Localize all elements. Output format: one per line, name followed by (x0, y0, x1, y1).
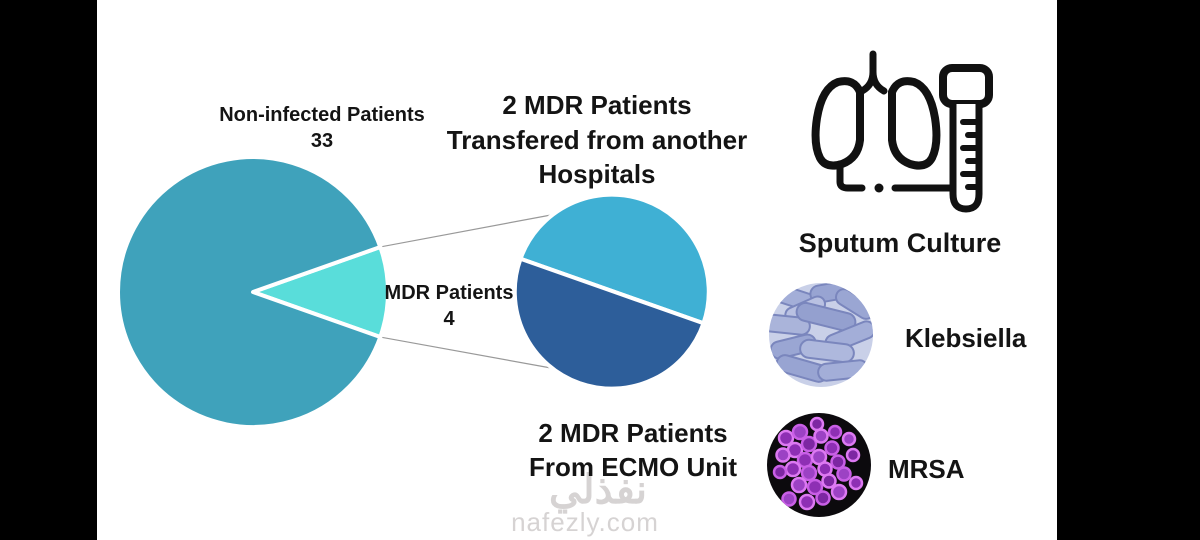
watermark-site: nafezly.com (511, 507, 659, 537)
explosion-leader-lines (379, 214, 552, 369)
mrsa-cocci (767, 413, 871, 517)
left-letterbox-bar (0, 0, 97, 540)
right-lung-icon (888, 77, 941, 170)
transferred-patients-label: 2 MDR Patients Transfered from another H… (446, 90, 748, 190)
pie-slice (116, 155, 383, 429)
watermark-arabic: نفذلي (549, 468, 647, 512)
pie-slice (251, 245, 391, 339)
tube-body-icon (949, 100, 983, 213)
klebsiella-photo (769, 283, 873, 387)
tube-graduation-marks (960, 119, 982, 190)
tube-cap-icon (939, 64, 993, 108)
leader-line (379, 336, 552, 369)
leader-line (379, 214, 552, 248)
patient-overview-pie (116, 155, 391, 429)
sputum-culture-label: Sputum Culture (798, 228, 1002, 258)
pie-slice (518, 192, 711, 326)
big-pie-label: Non-infected Patients 33 (219, 104, 425, 152)
lungs-culture-tube-icon (811, 50, 993, 213)
ecmo-patients-label: 2 MDR Patients From ECMO Unit (529, 418, 737, 482)
klebsiella-label: Klebsiella (905, 323, 1027, 353)
left-lung-icon (811, 77, 864, 170)
right-letterbox-bar (1057, 0, 1200, 540)
pie-slice (512, 256, 706, 391)
mrsa-label: MRSA (888, 454, 965, 484)
mrsa-photo (767, 413, 871, 517)
mdr-breakdown-pie (512, 192, 711, 391)
klebsiella-rods (769, 283, 873, 387)
mdr-slice-label: MDR Patients 4 (384, 282, 514, 330)
